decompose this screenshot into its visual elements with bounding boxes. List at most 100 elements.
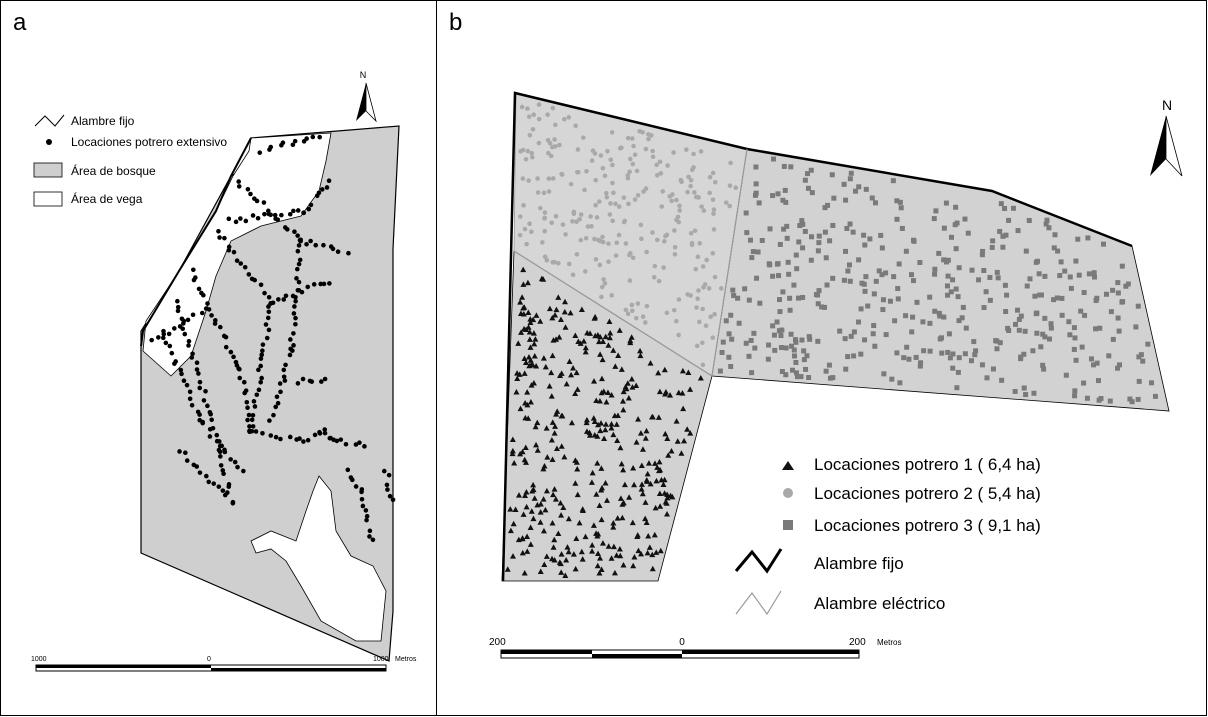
paddock-3-location (1085, 235, 1091, 241)
location-point (209, 313, 214, 318)
paddock-1-location (578, 306, 585, 313)
paddock-3-location (1072, 388, 1078, 394)
paddock-3-location (1063, 372, 1069, 378)
location-point (212, 321, 218, 326)
paddock-3-location (1006, 217, 1012, 223)
paddock-3-location (1068, 285, 1074, 291)
paddock-1-location (573, 369, 580, 376)
paddock-2-location (689, 167, 695, 173)
paddock-2-location (596, 199, 602, 204)
paddock-3-location (743, 340, 749, 346)
paddock-1-location (549, 456, 556, 463)
paddock-1-location (562, 572, 569, 579)
paddock-3-location (751, 330, 757, 336)
paddock-1-location (610, 543, 617, 550)
paddock-1-location (549, 352, 556, 359)
paddock-3-location (850, 229, 856, 235)
paddock-2-location (527, 221, 532, 226)
paddock-3-location (843, 197, 849, 203)
paddock-3-location (723, 318, 729, 324)
location-point (237, 375, 243, 381)
paddock-1-location (524, 533, 531, 539)
paddock-1-location (605, 543, 612, 549)
paddock-1-location (597, 427, 604, 434)
paddock-3-location (883, 270, 889, 276)
paddock-1-location (631, 481, 638, 488)
location-point (295, 208, 301, 213)
scale-a-right: 1000 (373, 656, 389, 663)
paddock-2-location (594, 215, 600, 220)
paddock-2-location (606, 241, 611, 246)
paddock-3-location (1073, 357, 1079, 363)
paddock-1-location (580, 338, 587, 344)
paddock-1-location (540, 527, 547, 534)
location-point (252, 404, 258, 409)
location-point (187, 389, 193, 395)
paddock-3-location (1036, 271, 1042, 277)
location-point (255, 215, 261, 221)
paddock-3-location (953, 246, 959, 252)
paddock-3-location (789, 343, 795, 349)
paddock-1-location (513, 389, 520, 395)
paddock-1-location (522, 414, 529, 421)
paddock-3-location (944, 283, 950, 289)
legend-fixed-fence-symbol (734, 548, 783, 574)
paddock-2-location (606, 259, 611, 265)
paddock-1-location (534, 447, 541, 453)
paddock-3-location (736, 320, 742, 326)
location-point (177, 324, 183, 329)
paddock-3-location (837, 328, 843, 334)
paddock-3-location (845, 268, 851, 274)
paddock-1-location (638, 486, 645, 492)
paddock-3-location (1042, 334, 1048, 340)
paddock-2-location (707, 174, 713, 180)
location-point (191, 267, 196, 273)
paddock-1-location (645, 532, 652, 539)
paddock-1-location (653, 477, 660, 484)
paddock-3-location (946, 331, 952, 337)
paddock-2-location (625, 173, 631, 178)
paddock-3-location (754, 275, 760, 281)
location-point (243, 218, 249, 224)
location-point (306, 206, 312, 212)
paddock-2-location (693, 194, 699, 200)
location-point (172, 326, 177, 331)
location-point (194, 360, 200, 366)
location-point (305, 437, 311, 443)
legend-location-symbol (46, 139, 52, 145)
paddock-2-location (700, 362, 706, 368)
location-point (201, 292, 206, 298)
paddock-3-location (897, 199, 903, 205)
paddock-1-location (673, 418, 680, 424)
location-point (324, 185, 330, 190)
paddock-1-location (628, 334, 635, 340)
location-point (385, 487, 390, 492)
paddock-1-location (655, 369, 662, 376)
paddock-3-location (726, 354, 732, 360)
location-point (208, 411, 213, 417)
location-point (258, 356, 264, 361)
location-point (312, 432, 318, 438)
paddock-3-location (887, 298, 893, 304)
paddock-1-location (525, 353, 532, 360)
paddock-3-location (808, 167, 814, 173)
paddock-1-location (534, 419, 541, 426)
map-b-legend: Locaciones potrero 1 ( 6,4 ha) Locacione… (734, 455, 1041, 616)
paddock-2-location (671, 307, 677, 313)
paddock-1-location (546, 305, 553, 312)
location-point (246, 272, 252, 277)
paddock-3-location (1145, 341, 1151, 347)
paddock-2-location (632, 197, 638, 202)
legend-pad2-label: Locaciones potrero 2 ( 5,4 ha) (814, 484, 1041, 503)
paddock-1-location (562, 298, 569, 305)
paddock-1-location (680, 405, 687, 412)
paddock-1-location (527, 541, 534, 547)
paddock-1-location (565, 515, 572, 522)
paddock-2-location (694, 343, 700, 349)
location-point (327, 435, 333, 441)
paddock-3-location (748, 337, 754, 343)
paddock-2-location (599, 294, 604, 300)
location-point (181, 378, 187, 384)
location-point (228, 457, 233, 462)
map-a-legend: Alambre fijo Locaciones potrero extensiv… (33, 114, 227, 207)
